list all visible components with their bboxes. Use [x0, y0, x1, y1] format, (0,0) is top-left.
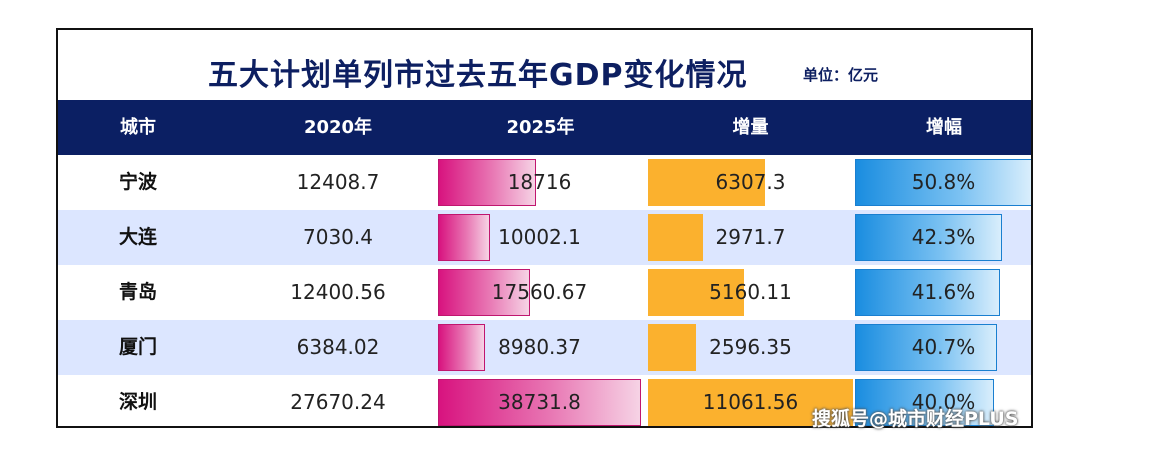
table-header: 城市 2020年 2025年 增量 增幅 [58, 100, 1031, 155]
bar-growth [855, 379, 994, 426]
table-row: 宁波 12408.7 18716 6307.3 50.8% [58, 155, 1031, 210]
bar-increase [648, 269, 744, 316]
gdp-2020-value: 6384.02 [296, 335, 380, 359]
increase-label: 6307.3 [715, 170, 786, 194]
growth-label: 40.7% [911, 335, 976, 359]
growth-label: 50.8% [911, 170, 976, 194]
bar-2025 [438, 379, 641, 426]
city-name: 厦门 [118, 336, 157, 358]
header-2020: 2020年 [303, 117, 373, 138]
city-name: 大连 [118, 226, 157, 248]
header-2025: 2025年 [506, 117, 575, 138]
bar-growth [855, 214, 1002, 261]
increase-label: 5160.11 [709, 280, 792, 304]
gdp-2025-label: 18716 [507, 170, 572, 194]
gdp-2020-value: 12400.56 [290, 280, 386, 304]
unit-label: 单位：亿元 [803, 66, 879, 84]
watermark: 搜狐号@城市财经PLUS [812, 408, 1019, 430]
increase-label: 2971.7 [715, 225, 786, 249]
bar-2025 [438, 269, 530, 316]
gdp-2025-label: 38731.8 [498, 390, 581, 414]
bar-2025 [438, 214, 490, 261]
chart-title: 五大计划单列市过去五年GDP变化情况 [208, 58, 748, 93]
bar-2025 [438, 159, 536, 206]
gdp-2025-label: 17560.67 [491, 280, 588, 304]
table-row: 厦门 6384.02 8980.37 2596.35 40.7% [58, 320, 1031, 375]
gdp-2020-value: 7030.4 [303, 225, 373, 249]
title-row: 五大计划单列市过去五年GDP变化情况 单位：亿元 [58, 30, 1031, 100]
bar-growth [855, 324, 997, 371]
bar-increase [648, 379, 853, 426]
header-city: 城市 [120, 117, 156, 138]
bar-increase [648, 324, 696, 371]
bar-growth [855, 159, 1031, 206]
increase-label: 2596.35 [709, 335, 792, 359]
gdp-2025-label: 8980.37 [498, 335, 581, 359]
bar-increase [648, 214, 703, 261]
table-row: 青岛 12400.56 17560.67 5160.11 41.6% [58, 265, 1031, 320]
bar-increase [648, 159, 765, 206]
bar-growth [855, 269, 1000, 316]
gdp-2020-value: 12408.7 [296, 170, 380, 194]
growth-label: 42.3% [911, 225, 976, 249]
gdp-2025-label: 10002.1 [498, 225, 581, 249]
table-card: 五大计划单列市过去五年GDP变化情况 单位：亿元 城市 2020年 2025年 … [56, 28, 1033, 428]
city-name: 青岛 [118, 281, 157, 303]
header-growth: 增幅 [926, 117, 962, 138]
increase-label: 11061.56 [702, 390, 799, 414]
header-increase: 增量 [732, 117, 769, 138]
growth-label: 40.0% [911, 390, 976, 414]
growth-label: 41.6% [911, 280, 976, 304]
city-name: 宁波 [118, 171, 157, 193]
city-name: 深圳 [118, 391, 157, 413]
gdp-2020-value: 27670.24 [290, 390, 386, 414]
bar-2025 [438, 324, 485, 371]
table-row: 深圳 27670.24 38731.8 11061.56 40.0% [58, 375, 1031, 426]
table-row: 大连 7030.4 10002.1 2971.7 42.3% [58, 210, 1031, 265]
